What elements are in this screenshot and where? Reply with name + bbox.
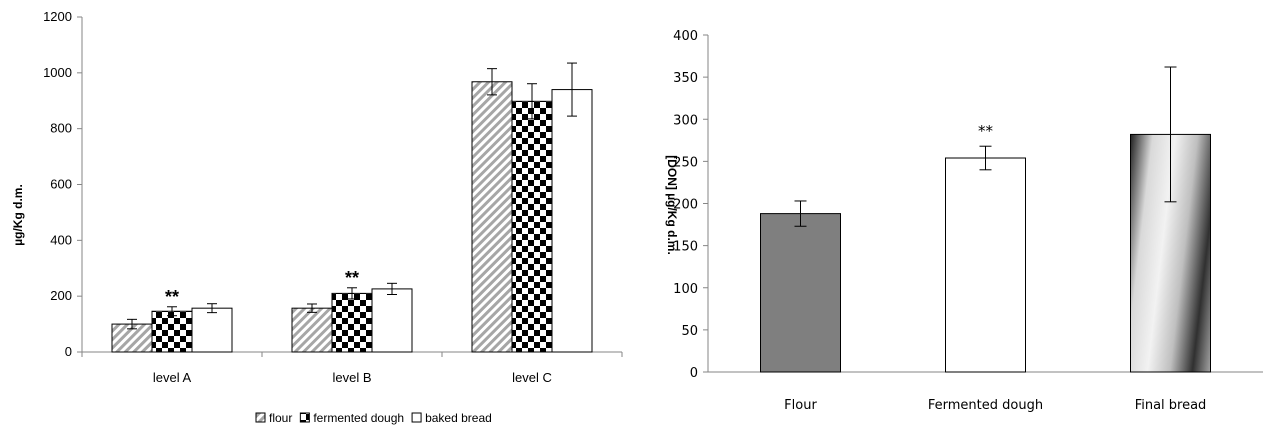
legend-swatch-flour [255, 412, 266, 423]
chart1-y-tick-label: 0 [65, 344, 72, 359]
chart2-y-tick-label: 200 [673, 198, 698, 213]
chart2-error-bars [794, 66, 1177, 227]
bar-level-c-fermented-dough [511, 100, 553, 353]
chart1-x-ticks: level A level B level C [81, 352, 623, 385]
chart1-y-tick-label: 200 [50, 288, 72, 303]
chart1-y-tick-label: 400 [50, 232, 72, 247]
bar-level-b-flour [291, 307, 333, 353]
chart1-y-tick-label: 600 [50, 177, 72, 192]
chart2-y-ticks: 0 50 100 150 200 250 300 350 400 [673, 29, 708, 381]
chart2-x-tick-label: Final bread [1135, 398, 1207, 413]
significance-marker: ** [165, 287, 179, 307]
bar-level-a-fermented-dough [151, 310, 193, 353]
chart-levels: µg/Kg d.m. 0 200 400 600 800 1000 1200 ** ** le… [11, 9, 623, 425]
chart2-y-tick-label: 50 [681, 324, 698, 339]
chart1-y-tick-label: 1000 [43, 65, 72, 80]
chart1-y-tick-label: 800 [50, 121, 72, 136]
chart2-y-tick-label: 300 [673, 113, 698, 128]
chart1-y-tick-label: 1200 [43, 9, 72, 24]
bar-flour [760, 213, 841, 373]
bar-level-c-baked-bread [551, 89, 593, 353]
bar-level-c-flour [471, 81, 513, 353]
bar-fermented-dough [945, 157, 1026, 373]
chart2-y-tick-label: 350 [673, 71, 698, 86]
chart1-bars [111, 81, 593, 353]
chart2-y-tick-label: 150 [673, 240, 698, 255]
chart2-y-axis-label: [DON] µg/Kg d.m. [665, 155, 679, 255]
bar-level-b-fermented-dough [331, 292, 373, 353]
legend-label-fermented-dough: fermented dough [313, 411, 404, 425]
legend-swatch-baked-bread [411, 412, 422, 423]
legend-swatch-fermented-dough [299, 412, 310, 423]
chart1-y-axis-label: µg/Kg d.m. [11, 184, 25, 246]
chart1-annotations: ** ** [165, 268, 359, 307]
chart2-bars [760, 133, 1211, 373]
chart2-x-tick-label: Flour [784, 398, 817, 413]
legend-label-flour: flour [269, 411, 292, 425]
chart2-x-ticks: Flour Fermented dough Final bread [784, 398, 1206, 413]
chart1-x-tick-label: level B [332, 370, 371, 385]
chart2-y-tick-label: 0 [690, 366, 698, 381]
significance-marker: ** [345, 268, 359, 288]
chart2-x-tick-label: Fermented dough [928, 398, 1043, 413]
chart1-x-tick-label: level C [512, 370, 552, 385]
legend-label-baked-bread: baked bread [425, 411, 492, 425]
chart2-annotations: ** [978, 122, 994, 140]
chart-don: [DON] µg/Kg d.m. 0 50 100 150 200 250 300 350 40… [665, 29, 1263, 413]
chart1-x-tick-label: level A [153, 370, 192, 385]
chart1-y-ticks: 0 200 400 600 800 1000 1200 [43, 9, 82, 359]
bar-level-b-baked-bread [371, 288, 413, 353]
chart2-y-tick-label: 250 [673, 155, 698, 170]
chart2-y-tick-label: 100 [673, 282, 698, 297]
significance-marker: ** [978, 122, 994, 140]
chart1-error-bars [127, 62, 577, 330]
chart1-legend: flour fermented dough baked bread [255, 411, 492, 425]
bar-level-a-baked-bread [191, 307, 233, 353]
chart2-y-tick-label: 400 [673, 29, 698, 44]
